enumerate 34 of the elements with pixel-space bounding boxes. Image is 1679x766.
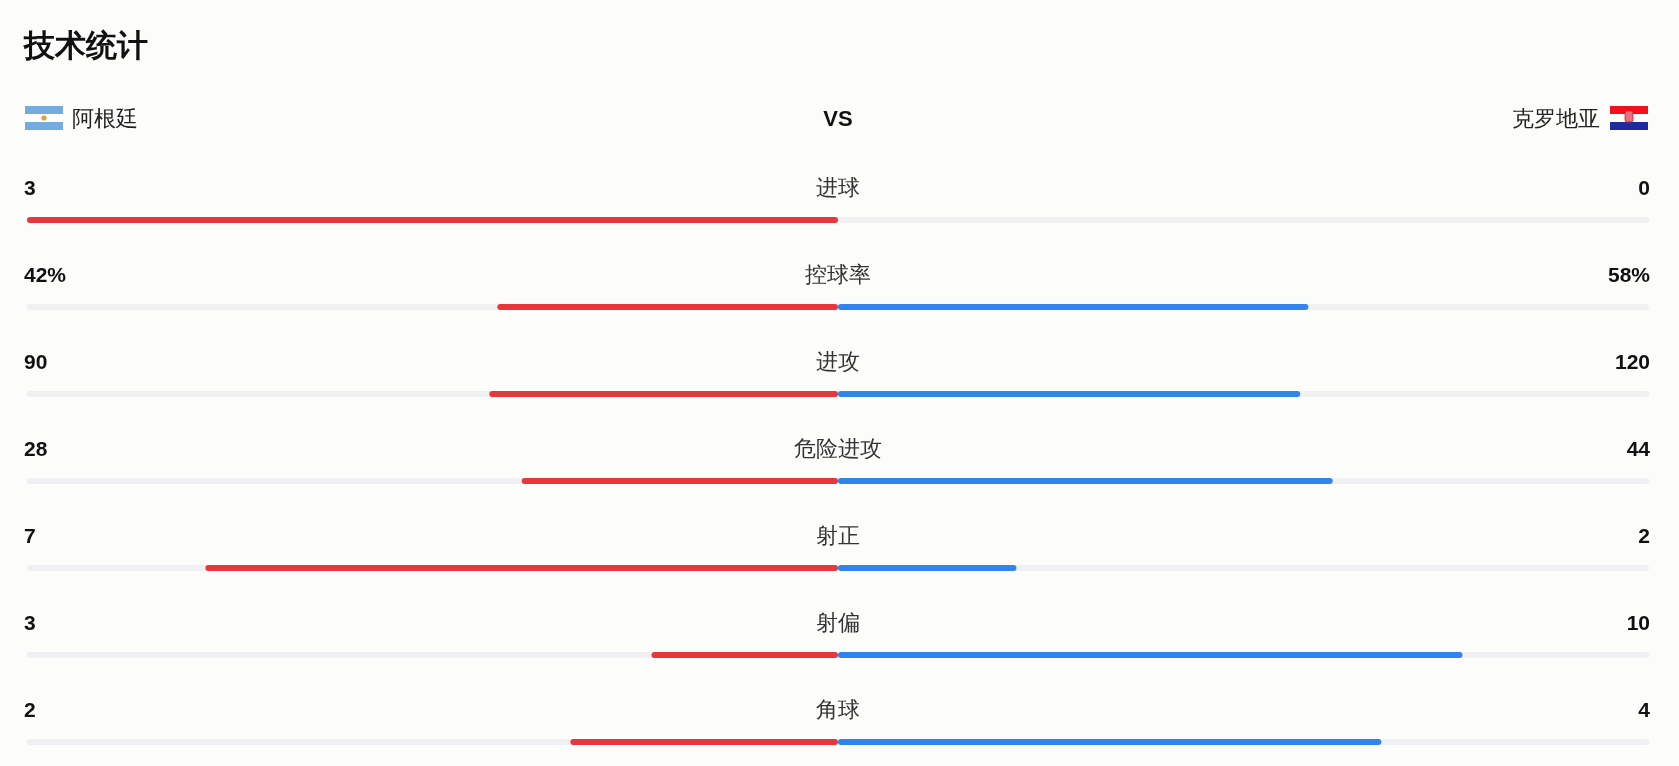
- annotation: 7: [24, 524, 36, 547]
- bar: [838, 391, 1301, 397]
- bar: [489, 391, 838, 397]
- text: VS: [823, 106, 853, 131]
- text: 克罗地亚: [1512, 106, 1600, 131]
- bar: [497, 304, 838, 310]
- text: 阿根廷: [72, 106, 138, 131]
- y-tick-label: 射正: [816, 523, 860, 548]
- text: 10: [1626, 611, 1650, 634]
- y-tick-label: 危险进攻: [794, 436, 882, 461]
- y-tick-label: 射偏: [816, 610, 860, 635]
- y-tick-label: 进攻: [816, 349, 860, 374]
- annotation: 2: [24, 698, 36, 721]
- bar: [838, 304, 1309, 310]
- text: 0: [1638, 176, 1650, 199]
- annotation: 3: [24, 176, 36, 199]
- text: 2: [1638, 524, 1650, 547]
- text: 120: [1614, 350, 1650, 373]
- y-tick-label: 控球率: [805, 262, 871, 287]
- annotation: 28: [24, 437, 48, 460]
- y-tick-label: 进球: [816, 175, 860, 200]
- text: 技术统计: [23, 28, 148, 63]
- text: 58%: [1607, 263, 1651, 286]
- text: 4: [1638, 698, 1651, 721]
- annotation: 42%: [24, 263, 67, 286]
- bar: [838, 478, 1333, 484]
- bar: [570, 739, 838, 745]
- bar: [838, 565, 1017, 571]
- bar: [651, 652, 838, 658]
- text: 44: [1626, 437, 1651, 460]
- y-tick-label: 角球: [816, 697, 860, 722]
- annotation: 90: [24, 350, 48, 373]
- annotation: 3: [24, 611, 36, 634]
- bar: [521, 478, 838, 484]
